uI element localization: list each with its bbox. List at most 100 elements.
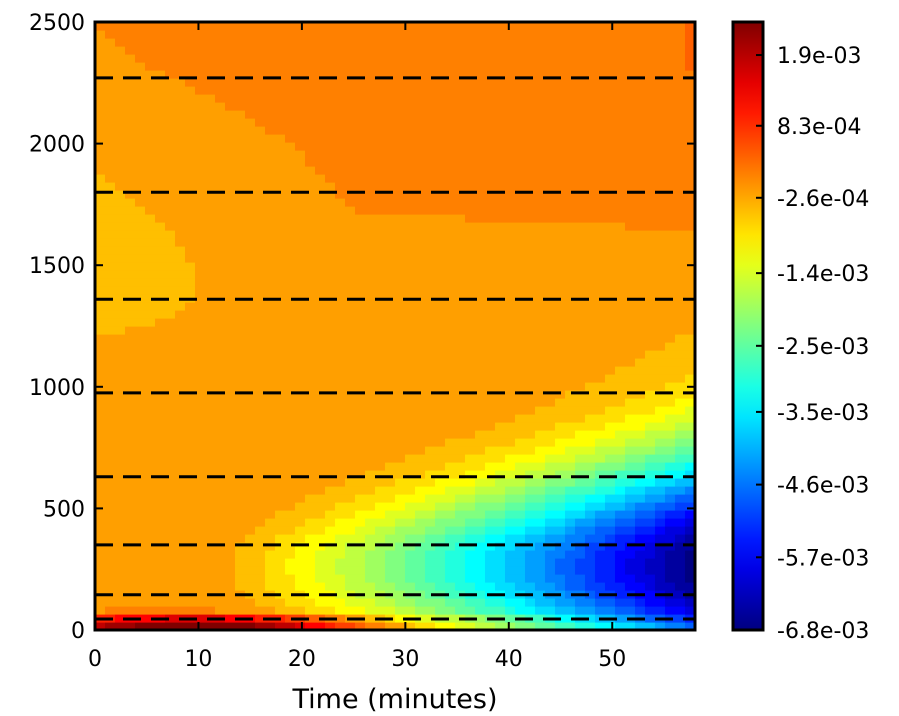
contour-cell <box>355 366 366 375</box>
contour-cell <box>175 550 186 559</box>
contour-cell <box>485 62 496 71</box>
contour-cell <box>555 198 566 207</box>
contour-cell <box>415 206 426 215</box>
contour-cell <box>545 214 556 223</box>
contour-cell <box>585 70 596 79</box>
contour-cell <box>345 518 356 527</box>
contour-cell <box>665 358 676 367</box>
contour-cell <box>615 254 626 263</box>
contour-cell <box>415 598 426 607</box>
contour-cell <box>635 302 646 311</box>
contour-cell <box>495 414 506 423</box>
contour-cell <box>555 310 566 319</box>
contour-cell <box>645 550 656 559</box>
contour-cell <box>545 94 556 103</box>
contour-cell <box>595 510 606 519</box>
contour-cell <box>605 478 616 487</box>
contour-cell <box>135 454 146 463</box>
contour-cell <box>515 446 526 455</box>
contour-cell <box>405 198 416 207</box>
contour-cell <box>155 302 166 311</box>
contour-cell <box>635 134 646 143</box>
contour-cell <box>205 262 216 271</box>
contour-cell <box>655 398 666 407</box>
contour-cell <box>495 102 506 111</box>
contour-cell <box>165 310 176 319</box>
contour-cell <box>345 270 356 279</box>
contour-cell <box>465 510 476 519</box>
contour-cell <box>585 366 596 375</box>
contour-cell <box>665 430 676 439</box>
contour-cell <box>615 246 626 255</box>
contour-cell <box>425 486 436 495</box>
contour-cell <box>135 566 146 575</box>
contour-cell <box>295 30 306 39</box>
contour-cell <box>175 430 186 439</box>
contour-cell <box>675 558 686 567</box>
colorbar-tick-label: -2.6e-04 <box>777 187 869 212</box>
contour-cell <box>605 150 616 159</box>
contour-cell <box>535 382 546 391</box>
contour-cell <box>475 510 486 519</box>
contour-cell <box>285 582 296 591</box>
contour-cell <box>565 614 576 623</box>
contour-cell <box>295 174 306 183</box>
contour-cell <box>455 382 466 391</box>
contour-cell <box>285 158 296 167</box>
contour-cell <box>145 46 156 55</box>
contour-cell <box>595 406 606 415</box>
contour-cell <box>385 158 396 167</box>
contour-cell <box>365 166 376 175</box>
contour-cell <box>625 446 636 455</box>
contour-cell <box>575 166 586 175</box>
contour-cell <box>405 246 416 255</box>
contour-cell <box>385 38 396 47</box>
contour-cell <box>205 342 216 351</box>
contour-cell <box>495 350 506 359</box>
contour-cell <box>135 414 146 423</box>
contour-cell <box>225 510 236 519</box>
contour-cell <box>625 262 636 271</box>
contour-cell <box>465 550 476 559</box>
contour-cell <box>565 438 576 447</box>
contour-cell <box>475 118 486 127</box>
contour-cell <box>335 86 346 95</box>
contour-cell <box>435 526 446 535</box>
contour-cell <box>625 582 636 591</box>
contour-cell <box>95 230 106 239</box>
contour-cell <box>475 622 486 630</box>
contour-cell <box>195 558 206 567</box>
contour-cell <box>645 102 656 111</box>
contour-cell <box>185 342 196 351</box>
contour-cell <box>685 438 695 447</box>
contour-cell <box>375 94 386 103</box>
contour-cell <box>555 430 566 439</box>
contour-cell <box>285 118 296 127</box>
contour-cell <box>685 342 695 351</box>
contour-cell <box>285 326 296 335</box>
contour-cell <box>455 334 466 343</box>
contour-cell <box>305 574 316 583</box>
contour-cell <box>145 390 156 399</box>
contour-cell <box>655 94 666 103</box>
contour-cell <box>225 398 236 407</box>
contour-cell <box>115 614 126 623</box>
contour-cell <box>365 526 376 535</box>
contour-cell <box>215 622 226 630</box>
contour-cell <box>275 598 286 607</box>
contour-cell <box>595 430 606 439</box>
contour-cell <box>645 534 656 543</box>
contour-cell <box>465 102 476 111</box>
contour-cell <box>205 382 216 391</box>
contour-cell <box>535 190 546 199</box>
contour-cell <box>465 118 476 127</box>
contour-cell <box>135 286 146 295</box>
contour-cell <box>225 230 236 239</box>
contour-cell <box>375 462 386 471</box>
contour-cell <box>185 622 196 630</box>
contour-cell <box>155 374 166 383</box>
contour-cell <box>255 246 266 255</box>
contour-cell <box>285 478 296 487</box>
contour-cell <box>625 302 636 311</box>
contour-cell <box>175 126 186 135</box>
